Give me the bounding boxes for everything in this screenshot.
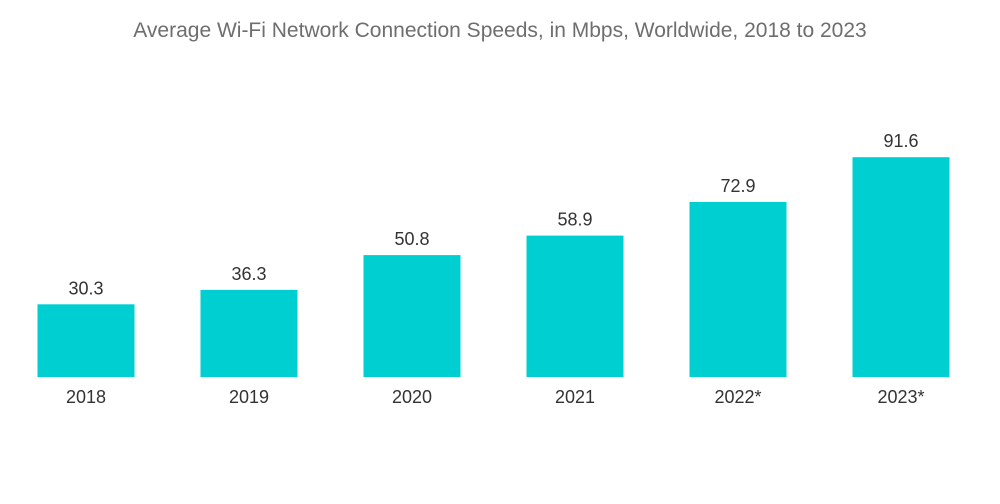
bar-2020 xyxy=(363,255,461,377)
bar-2023-est xyxy=(852,157,950,377)
data-label: 50.8 xyxy=(394,229,429,249)
x-tick-label: 2020 xyxy=(392,387,432,407)
x-tick-label: 2023* xyxy=(877,387,924,407)
x-tick-label: 2019 xyxy=(229,387,269,407)
bar-2021 xyxy=(526,235,624,377)
x-tick-label: 2022* xyxy=(714,387,761,407)
data-label: 30.3 xyxy=(68,278,103,298)
x-tick-label: 2021 xyxy=(555,387,595,407)
bar-2019 xyxy=(200,289,298,377)
data-label: 91.6 xyxy=(883,131,918,151)
chart-title: Average Wi-Fi Network Connection Speeds,… xyxy=(133,19,867,42)
data-label: 58.9 xyxy=(557,210,592,230)
x-tick-label: 2018 xyxy=(66,387,106,407)
data-label: 36.3 xyxy=(231,264,266,284)
data-label: 72.9 xyxy=(720,176,755,196)
bar-2018 xyxy=(37,304,135,377)
bar-2022-est xyxy=(689,202,787,377)
